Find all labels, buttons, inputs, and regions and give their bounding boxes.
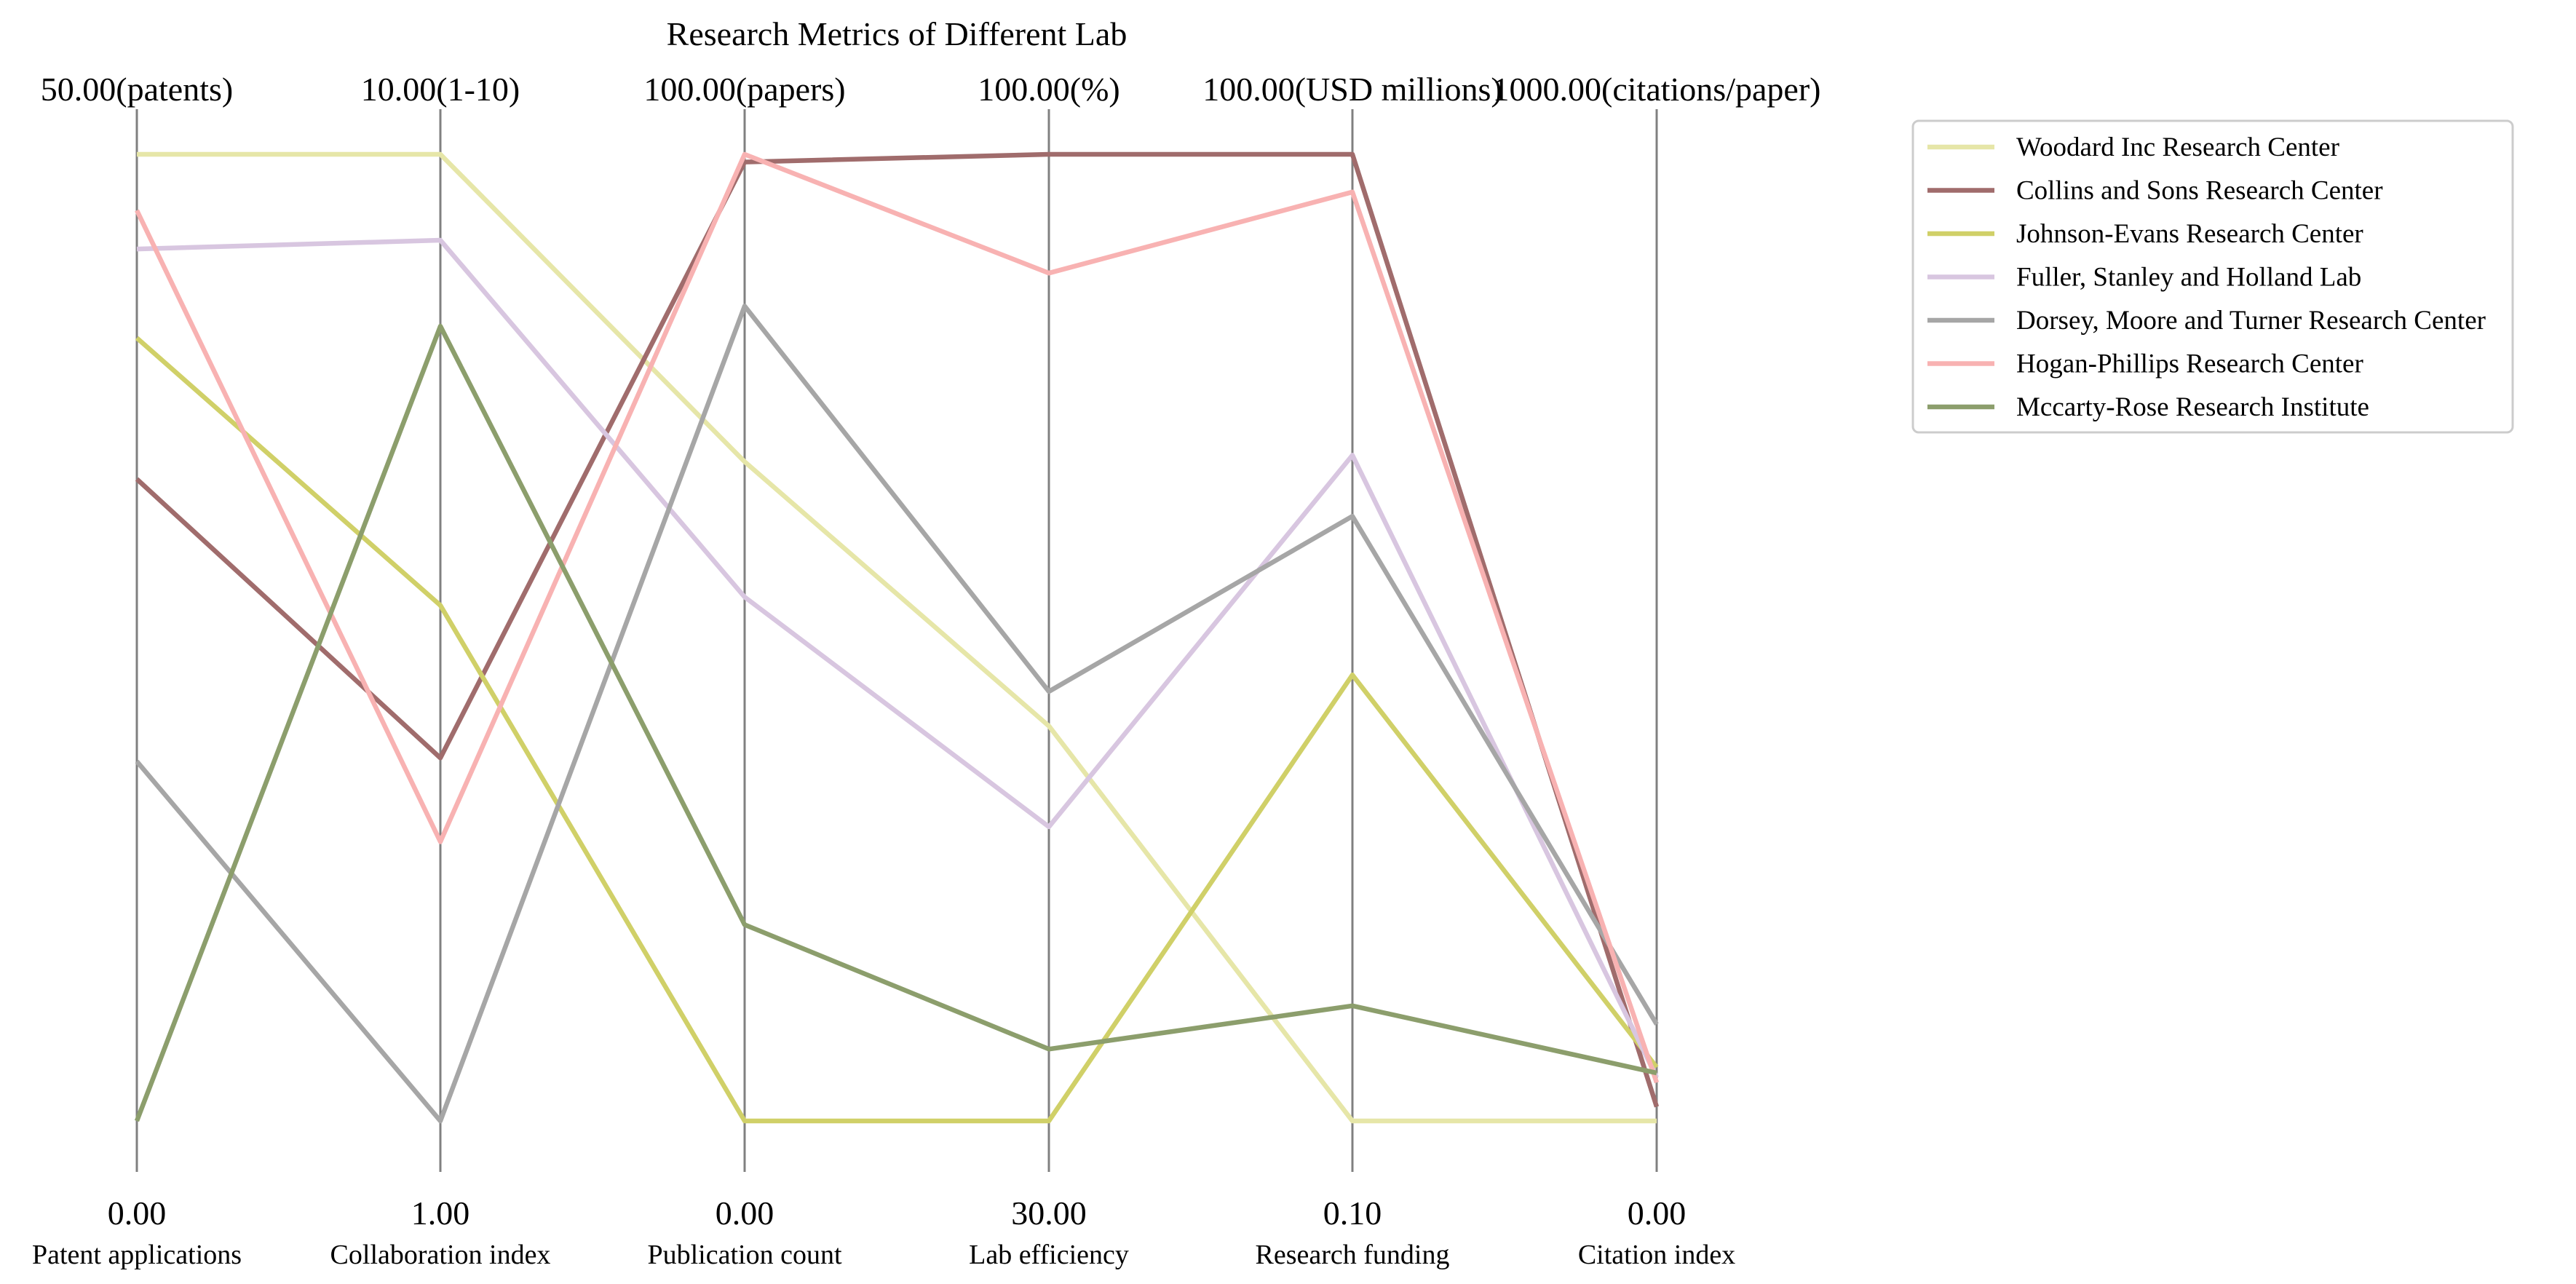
chart-title: Research Metrics of Different Lab xyxy=(667,15,1128,52)
axis-max-label-5: 1000.00(citations/paper) xyxy=(1493,71,1821,108)
series-layer xyxy=(134,151,1660,1124)
axis-labels-layer: 50.00(patents) 0.00 Patent applications 10.… xyxy=(32,71,1821,1270)
legend-label-3: Fuller, Stanley and Holland Lab xyxy=(2016,263,2361,293)
axis-name-0: Patent applications xyxy=(32,1240,242,1270)
legend-frame xyxy=(1911,119,2514,434)
axis-name-2: Publication count xyxy=(647,1240,841,1270)
axis-min-label-5: 0.00 xyxy=(1628,1194,1687,1232)
series-line-4 xyxy=(135,304,1659,1124)
series-line-5 xyxy=(135,151,1660,1084)
legend: Woodard Inc Research Center Collins and S… xyxy=(1911,119,2514,434)
axis-max-label-1: 10.00(1-10) xyxy=(361,71,520,108)
legend-label-5: Hogan-Phillips Research Center xyxy=(2016,349,2363,379)
axes-layer xyxy=(135,109,1658,1172)
axis-name-1: Collaboration index xyxy=(330,1240,551,1270)
series-line-3 xyxy=(136,237,1659,1079)
axis-min-label-4: 0.10 xyxy=(1323,1194,1382,1232)
axis-max-label-3: 100.00(%) xyxy=(978,71,1119,108)
series-line-6 xyxy=(134,323,1657,1122)
axis-min-label-3: 30.00 xyxy=(1011,1194,1087,1232)
series-line-1 xyxy=(135,151,1660,1108)
legend-label-4: Dorsey, Moore and Turner Research Center xyxy=(2016,306,2486,336)
series-line-2 xyxy=(135,336,1659,1124)
legend-label-6: Mccarty-Rose Research Institute xyxy=(2016,392,2369,422)
axis-min-label-2: 0.00 xyxy=(716,1194,774,1232)
axis-name-3: Lab efficiency xyxy=(969,1240,1129,1270)
axis-max-label-2: 100.00(papers) xyxy=(643,71,845,108)
axis-min-label-0: 0.00 xyxy=(108,1194,167,1232)
axis-max-label-0: 50.00(patents) xyxy=(41,71,233,108)
series-line-0 xyxy=(137,151,1657,1124)
axis-max-label-4: 100.00(USD millions) xyxy=(1202,71,1502,108)
legend-label-2: Johnson-Evans Research Center xyxy=(2016,219,2363,249)
axis-name-5: Citation index xyxy=(1578,1240,1735,1270)
legend-label-1: Collins and Sons Research Center xyxy=(2016,176,2383,206)
legend-label-0: Woodard Inc Research Center xyxy=(2016,132,2339,162)
axis-name-4: Research funding xyxy=(1256,1240,1450,1270)
axis-min-label-1: 1.00 xyxy=(411,1194,470,1232)
